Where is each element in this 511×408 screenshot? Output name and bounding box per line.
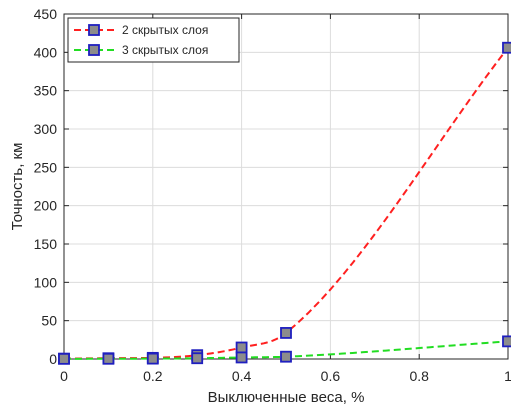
data-point-marker <box>146 352 159 365</box>
y-tick-label: 450 <box>34 6 58 22</box>
legend-marker <box>88 44 100 56</box>
data-point-marker <box>191 352 204 365</box>
legend-marker <box>88 24 100 36</box>
y-tick-label: 300 <box>34 121 58 137</box>
data-point-marker <box>502 41 511 54</box>
x-tick-label: 0.6 <box>321 368 341 384</box>
x-tick-label: 0.8 <box>409 368 429 384</box>
x-tick-label: 0.4 <box>232 368 252 384</box>
legend-label: 2 скрытых слоя <box>122 23 208 37</box>
axis-ticks: 0 0.2 0.4 0.6 0.8 1 0 50 100 150 200 250 300 350 400 45… <box>34 6 511 384</box>
x-axis-label: Выключенные веса, % <box>208 389 365 406</box>
y-tick-label: 50 <box>41 313 57 329</box>
y-tick-label: 0 <box>49 351 57 367</box>
y-tick-label: 350 <box>34 83 58 99</box>
y-tick-label: 200 <box>34 198 58 214</box>
data-point-marker <box>235 341 248 354</box>
y-tick-label: 100 <box>34 274 58 290</box>
series-layer <box>58 41 511 365</box>
y-axis-label: Точность, км <box>9 143 26 231</box>
data-point-marker <box>58 352 70 365</box>
legend-label: 3 скрытых слоя <box>122 43 208 57</box>
data-point-marker <box>280 327 292 339</box>
y-tick-label: 250 <box>34 159 58 175</box>
data-point-marker <box>280 350 292 363</box>
grid <box>63 13 509 360</box>
data-point-marker <box>502 335 511 348</box>
plot-area <box>63 13 509 360</box>
series-line-1 <box>64 47 509 360</box>
x-tick-label: 0 <box>60 368 68 384</box>
legend: 2 скрытых слоя 3 скрытых слоя <box>67 17 240 63</box>
y-tick-label: 400 <box>34 44 58 60</box>
x-tick-label: 1 <box>504 368 511 384</box>
x-tick-label: 0.2 <box>143 368 163 384</box>
data-point-marker <box>235 351 248 364</box>
data-point-marker <box>102 352 115 365</box>
y-tick-label: 150 <box>34 236 58 252</box>
